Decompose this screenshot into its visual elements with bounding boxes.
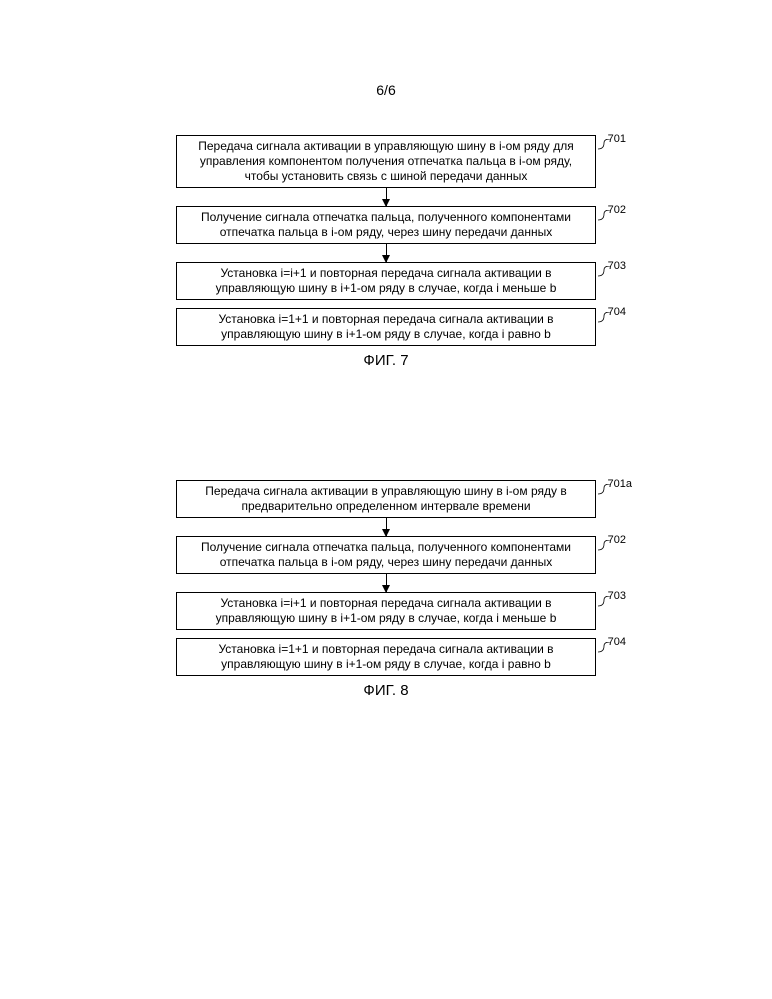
ref-curve-icon <box>598 139 612 151</box>
flow-step-703: Установка i=i+1 и повторная передача сиг… <box>176 592 596 630</box>
ref-curve-icon <box>598 484 612 496</box>
flow-arrow-icon <box>386 518 387 536</box>
flow-step-701: Передача сигнала активации в управляющую… <box>176 135 596 188</box>
ref-curve-icon <box>598 596 612 608</box>
figure-7: Передача сигнала активации в управляющую… <box>176 135 596 369</box>
flow-step-704: Установка i=1+1 и повторная передача сиг… <box>176 638 596 676</box>
figure-caption: ФИГ. 7 <box>363 352 408 369</box>
flow-box: Передача сигнала активации в управляющую… <box>176 135 596 188</box>
flow-step-704: Установка i=1+1 и повторная передача сиг… <box>176 308 596 346</box>
flow-step-702: Получение сигнала отпечатка пальца, полу… <box>176 206 596 244</box>
flow-box: Получение сигнала отпечатка пальца, полу… <box>176 536 596 574</box>
ref-curve-icon <box>598 312 612 324</box>
flow-box: Передача сигнала активации в управляющую… <box>176 480 596 518</box>
flow-box: Установка i=i+1 и повторная передача сиг… <box>176 262 596 300</box>
ref-curve-icon <box>598 540 612 552</box>
flow-box: Установка i=i+1 и повторная передача сиг… <box>176 592 596 630</box>
ref-curve-icon <box>598 266 612 278</box>
flow-step-702: Получение сигнала отпечатка пальца, полу… <box>176 536 596 574</box>
flow-box: Получение сигнала отпечатка пальца, полу… <box>176 206 596 244</box>
flow-arrow-icon <box>386 244 387 262</box>
flow-box: Установка i=1+1 и повторная передача сиг… <box>176 308 596 346</box>
flow-step-701a: Передача сигнала активации в управляющую… <box>176 480 596 518</box>
figure-8: Передача сигнала активации в управляющую… <box>176 480 596 699</box>
page-number: 6/6 <box>376 82 395 98</box>
ref-curve-icon <box>598 210 612 222</box>
figure-caption: ФИГ. 8 <box>363 682 408 699</box>
ref-curve-icon <box>598 642 612 654</box>
flow-box: Установка i=1+1 и повторная передача сиг… <box>176 638 596 676</box>
flow-step-703: Установка i=i+1 и повторная передача сиг… <box>176 262 596 300</box>
flow-arrow-icon <box>386 574 387 592</box>
flow-arrow-icon <box>386 188 387 206</box>
